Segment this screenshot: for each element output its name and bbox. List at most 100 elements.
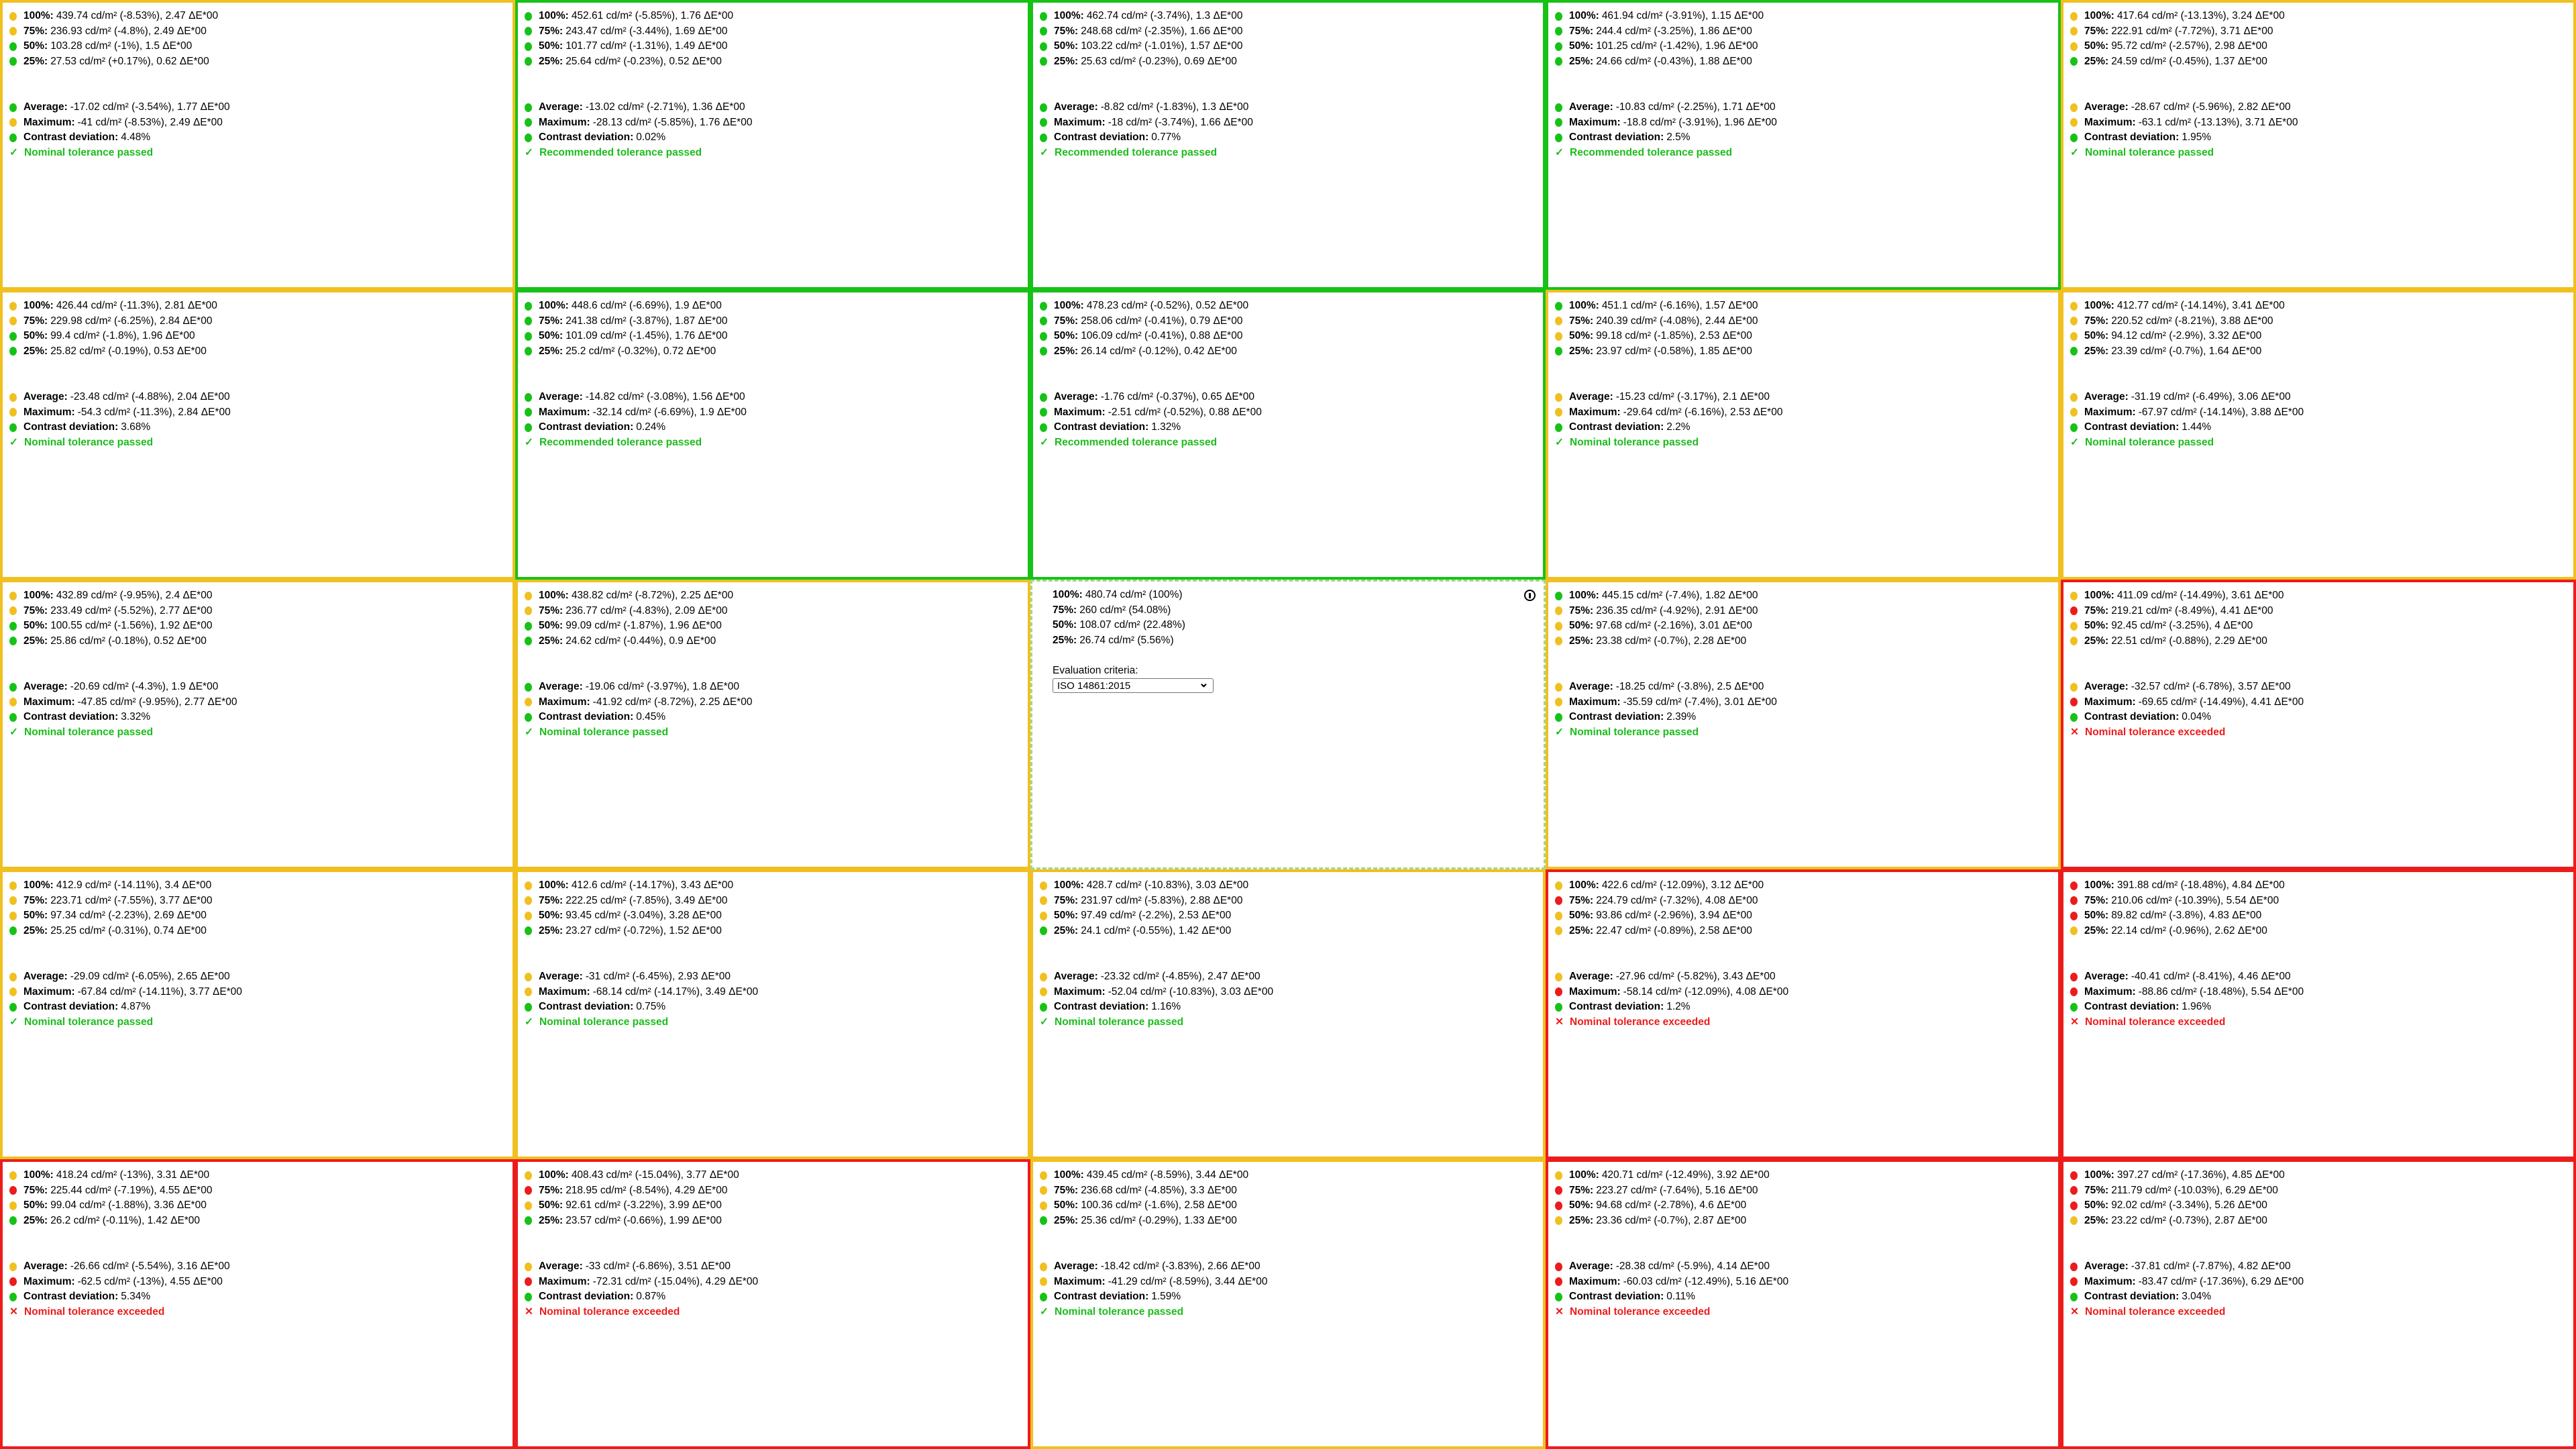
- measurement-value: 25.86 cd/m² (-0.18%), 0.52 ΔE*00: [50, 635, 207, 647]
- status-dot-warn-icon: [2070, 637, 2078, 646]
- measurement-cell: 100%: 462.74 cd/m² (-3.74%), 1.3 ΔE*00 75%…: [1030, 0, 1546, 290]
- measurement-value: -67.97 cd/m² (-14.14%), 3.88 ΔE*00: [2138, 406, 2304, 418]
- measurement-label: 75%:: [2084, 315, 2109, 327]
- measurement-value: 462.74 cd/m² (-3.74%), 1.3 ΔE*00: [1086, 10, 1243, 21]
- status-dot-fail-icon: [2070, 1201, 2078, 1210]
- measurement-label: 100%:: [23, 1169, 54, 1181]
- measurement-line: 50%: 93.86 cd/m² (-2.96%), 3.94 ΔE*00: [1555, 908, 2058, 924]
- measurement-line: 75%: 229.98 cd/m² (-6.25%), 2.84 ΔE*00: [9, 314, 513, 329]
- measurement-value: 225.44 cd/m² (-7.19%), 4.55 ΔE*00: [50, 1184, 213, 1196]
- measurement-label: Contrast deviation:: [539, 421, 634, 433]
- measurement-value: -18.25 cd/m² (-3.8%), 2.5 ΔE*00: [1615, 681, 1764, 692]
- measurement-line: 100%: 445.15 cd/m² (-7.4%), 1.82 ΔE*00: [1555, 588, 2058, 604]
- measurement-value: 223.71 cd/m² (-7.55%), 3.77 ΔE*00: [50, 894, 213, 906]
- measurement-line: 100%: 391.88 cd/m² (-18.48%), 4.84 ΔE*00: [2070, 878, 2573, 894]
- evaluation-criteria-select[interactable]: ISO 14861:2015 ⌄: [1053, 677, 1214, 693]
- status-dot-fail-icon: [2070, 972, 2078, 981]
- measurement-line: Maximum: -52.04 cd/m² (-10.83%), 3.03 ΔE*…: [1040, 985, 1543, 1000]
- measurement-line: 25%: 25.82 cd/m² (-0.19%), 0.53 ΔE*00: [9, 344, 513, 360]
- spacer: [2070, 85, 2573, 100]
- measurement-line: 75%: 236.77 cd/m² (-4.83%), 2.09 ΔE*00: [525, 604, 1028, 619]
- measurement-label: Contrast deviation:: [1569, 711, 1664, 722]
- status-dot-ok-icon: [9, 637, 17, 646]
- measurement-line: Maximum: -35.59 cd/m² (-7.4%), 3.01 ΔE*00: [1555, 695, 2058, 710]
- spacer: [1555, 954, 2058, 969]
- measurement-line: 50%: 101.09 cd/m² (-1.45%), 1.76 ΔE*00: [525, 329, 1028, 344]
- status-dot-ok-icon: [525, 11, 532, 21]
- status-dot-warn-icon: [9, 698, 17, 707]
- status-dot-fail-icon: [9, 1277, 17, 1287]
- measurement-line: Contrast deviation: 2.5%: [1555, 130, 2058, 146]
- measurement-label: 75%:: [23, 315, 48, 327]
- measurement-line: Contrast deviation: 1.44%: [2070, 420, 2573, 435]
- measurement-value: 236.77 cd/m² (-4.83%), 2.09 ΔE*00: [566, 604, 728, 616]
- check-icon: ✓: [525, 1016, 533, 1028]
- evaluation-criteria-label: Evaluation criteria:: [1053, 665, 1138, 676]
- status-dot-fail-icon: [1555, 896, 1562, 906]
- measurement-value: -23.48 cd/m² (-4.88%), 2.04 ΔE*00: [70, 391, 230, 402]
- measurement-value: 103.28 cd/m² (-1%), 1.5 ΔE*00: [50, 40, 193, 52]
- measurement-line: Maximum: -63.1 cd/m² (-13.13%), 3.71 ΔE*0…: [2070, 115, 2573, 131]
- measurement-line: 100%: 448.6 cd/m² (-6.69%), 1.9 ΔE*00: [525, 299, 1028, 314]
- measurement-line: 75%: 244.4 cd/m² (-3.25%), 1.86 ΔE*00: [1555, 24, 2058, 40]
- spacer: [525, 69, 1028, 85]
- reference-value: 108.07 cd/m² (22.48%): [1079, 619, 1185, 631]
- measurement-line: Contrast deviation: 0.77%: [1040, 130, 1543, 146]
- measurement-cell: 100%: 448.6 cd/m² (-6.69%), 1.9 ΔE*00 75%:…: [515, 290, 1030, 580]
- status-dot-ok-icon: [1555, 1292, 1562, 1301]
- measurement-line: 75%: 223.27 cd/m² (-7.64%), 5.16 ΔE*00: [1555, 1183, 2058, 1199]
- measurement-label: 50%:: [1054, 910, 1079, 921]
- measurement-line: Contrast deviation: 3.32%: [9, 710, 513, 725]
- measurement-value: 92.02 cd/m² (-3.34%), 5.26 ΔE*00: [2111, 1199, 2267, 1211]
- status-dot-ok-icon: [525, 42, 532, 51]
- spacer: [1555, 69, 2058, 85]
- measurement-cell: 100%: 438.82 cd/m² (-8.72%), 2.25 ΔE*00 75…: [515, 580, 1030, 869]
- tolerance-result-text: Nominal tolerance passed: [539, 1016, 669, 1028]
- measurement-value: -28.67 cd/m² (-5.96%), 2.82 ΔE*00: [2131, 101, 2291, 113]
- measurement-label: Contrast deviation:: [539, 131, 634, 143]
- measurement-line: 75%: 222.25 cd/m² (-7.85%), 3.49 ΔE*00: [525, 894, 1028, 909]
- measurement-line: 50%: 100.55 cd/m² (-1.56%), 1.92 ΔE*00: [9, 619, 513, 634]
- check-icon: ✓: [2070, 436, 2079, 448]
- measurement-line: Average: -32.57 cd/m² (-6.78%), 3.57 ΔE*0…: [2070, 680, 2573, 695]
- status-dot-ok-icon: [1555, 27, 1562, 36]
- status-dot-warn-icon: [525, 972, 532, 981]
- measurement-line: 100%: 412.9 cd/m² (-14.11%), 3.4 ΔE*00: [9, 878, 513, 894]
- measurement-value: 243.47 cd/m² (-3.44%), 1.69 ΔE*00: [566, 25, 728, 37]
- status-dot-warn-icon: [1555, 621, 1562, 631]
- spacer: [1040, 938, 1543, 954]
- measurement-line: 50%: 99.04 cd/m² (-1.88%), 3.36 ΔE*00: [9, 1198, 513, 1214]
- spacer: [525, 1244, 1028, 1259]
- measurement-label: 100%:: [1054, 1169, 1084, 1181]
- measurement-value: 0.04%: [2182, 711, 2212, 722]
- spacer: [2070, 649, 2573, 664]
- status-dot-ok-icon: [1040, 1216, 1047, 1226]
- measurement-value: -83.47 cd/m² (-17.36%), 6.29 ΔE*00: [2138, 1275, 2304, 1287]
- measurement-value: -27.96 cd/m² (-5.82%), 3.43 ΔE*00: [1615, 971, 1776, 982]
- measurement-label: 50%:: [1054, 330, 1079, 341]
- measurement-label: 75%:: [1569, 894, 1594, 906]
- measurement-value: -63.1 cd/m² (-13.13%), 3.71 ΔE*00: [2138, 116, 2298, 128]
- spacer: [525, 85, 1028, 100]
- measurement-value: 412.9 cd/m² (-14.11%), 3.4 ΔE*00: [56, 879, 212, 891]
- tolerance-result: ✓ Nominal tolerance passed: [2070, 435, 2573, 451]
- info-icon[interactable]: [1524, 590, 1536, 601]
- measurement-value: 101.77 cd/m² (-1.31%), 1.49 ΔE*00: [566, 40, 728, 52]
- measurement-label: Contrast deviation:: [23, 1001, 119, 1012]
- measurement-value: 428.7 cd/m² (-10.83%), 3.03 ΔE*00: [1086, 879, 1249, 891]
- status-dot-ok-icon: [525, 423, 532, 432]
- measurement-label: Maximum:: [2084, 696, 2136, 708]
- check-icon: ✓: [9, 726, 18, 738]
- measurement-line: 75%: 218.95 cd/m² (-8.54%), 4.29 ΔE*00: [525, 1183, 1028, 1199]
- measurement-line: Average: -10.83 cd/m² (-2.25%), 1.71 ΔE*0…: [1555, 100, 2058, 115]
- status-dot-warn-icon: [2070, 118, 2078, 127]
- measurement-value: -69.65 cd/m² (-14.49%), 4.41 ΔE*00: [2138, 696, 2304, 708]
- measurement-value: -62.5 cd/m² (-13%), 4.55 ΔE*00: [77, 1275, 223, 1287]
- measurement-label: 75%:: [23, 604, 48, 616]
- measurement-value: 236.35 cd/m² (-4.92%), 2.91 ΔE*00: [1596, 604, 1758, 616]
- measurement-label: Contrast deviation:: [2084, 421, 2180, 433]
- spacer: [2070, 664, 2573, 680]
- measurement-line: Maximum: -47.85 cd/m² (-9.95%), 2.77 ΔE*0…: [9, 695, 513, 710]
- status-dot-ok-icon: [1555, 42, 1562, 51]
- spacer: [9, 664, 513, 680]
